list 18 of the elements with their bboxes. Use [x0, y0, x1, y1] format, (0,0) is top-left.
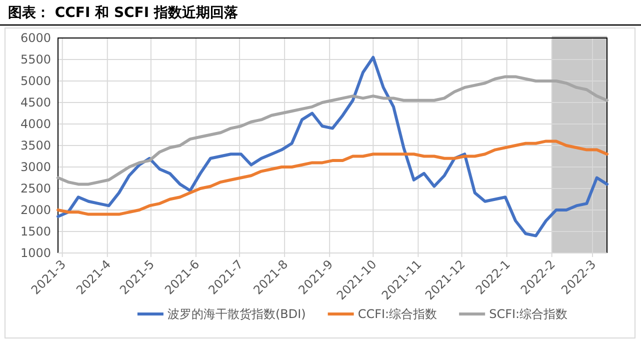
y-tick-label: 1000: [20, 246, 51, 260]
chart-title: 图表： CCFI 和 SCFI 指数近期回落: [8, 4, 239, 21]
line-series: [56, 75, 608, 186]
legend-label: CCFI:综合指数: [358, 307, 438, 321]
line-series: [56, 140, 608, 216]
y-tick-label: 4000: [20, 117, 51, 131]
y-tick-label: 2000: [20, 203, 51, 217]
y-tick-label: 5000: [20, 74, 51, 88]
y-tick-label: 4500: [20, 96, 51, 110]
legend-label: SCFI:综合指数: [489, 307, 568, 321]
line-series: [56, 56, 608, 238]
y-tick-label: 3500: [20, 138, 51, 152]
y-tick-label: 5500: [20, 52, 51, 66]
y-tick-label: 1500: [20, 224, 51, 238]
y-tick-label: 6000: [20, 31, 51, 45]
legend-label: 波罗的海干散货指数(BDI): [167, 307, 306, 321]
y-tick-label: 3000: [20, 160, 51, 174]
y-tick-label: 2500: [20, 182, 51, 196]
